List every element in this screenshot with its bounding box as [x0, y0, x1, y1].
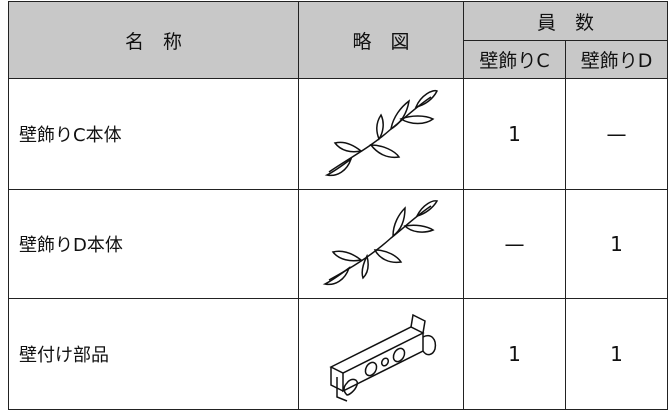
branch-sketch: [324, 89, 439, 176]
name-cell: 壁付け部品: [8, 298, 299, 410]
header-cell: 略 図: [298, 1, 464, 79]
header-row: 壁飾りC 壁飾りD: [9, 40, 669, 79]
header-cell: 壁飾りD: [564, 40, 669, 79]
count-cell: 1: [463, 78, 566, 190]
header-cell: 名 称: [8, 1, 299, 79]
count-cell: 1: [463, 298, 566, 410]
table-row: 壁飾りC本体 1 —: [8, 78, 669, 190]
count-cell: —: [564, 78, 669, 190]
figure-cell: [298, 298, 464, 410]
count-cell: 1: [564, 189, 669, 299]
branch-sketch: [322, 200, 439, 286]
figure-cell: [298, 189, 464, 299]
count-cell: 1: [564, 298, 669, 410]
parts-table: 名 称 略 図 員 数 壁飾りC 壁飾りD 壁飾りC本体 1 — 壁飾りD本体: [8, 1, 669, 410]
name-cell: 壁飾りC本体: [8, 78, 299, 190]
bracket-sketch: [329, 313, 437, 402]
header-cell: 員 数: [462, 1, 669, 41]
header-cell: 壁飾りC: [463, 40, 566, 79]
table-row: 壁付け部品 1 1: [8, 298, 669, 410]
name-cell: 壁飾りD本体: [8, 189, 299, 299]
figure-cell: [298, 78, 464, 190]
header-row: 名 称 略 図 員 数: [8, 1, 669, 79]
table-row: 壁飾りD本体 — 1: [8, 189, 669, 299]
count-cell: —: [463, 189, 566, 299]
